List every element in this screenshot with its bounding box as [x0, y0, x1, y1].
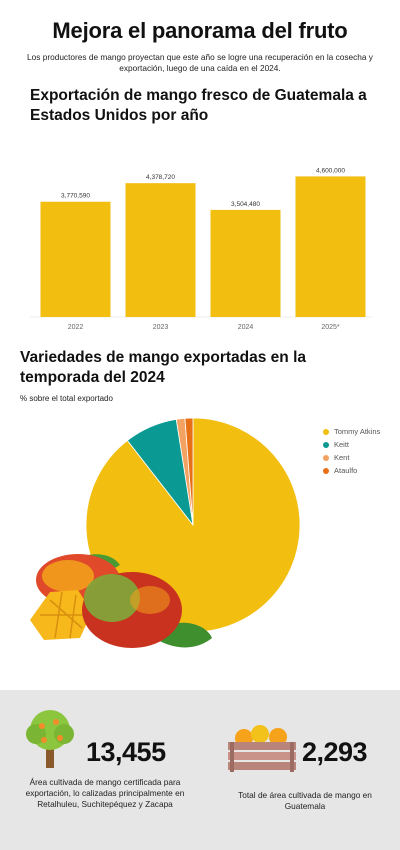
legend-label: Kent	[334, 453, 350, 462]
mango-icon	[42, 560, 94, 592]
legend-item: Kent	[323, 451, 380, 464]
x-tick-label: 2023	[153, 324, 169, 331]
mango-cube-lines	[40, 591, 85, 639]
pie-slice	[184, 417, 194, 526]
stat-number-certified-area: 13,455	[86, 737, 166, 767]
pie-chart	[30, 417, 301, 648]
bar	[210, 209, 281, 317]
x-tick-label: 2025*	[321, 324, 340, 331]
legend-label: Keitt	[334, 440, 350, 449]
legend-swatch	[323, 428, 329, 435]
bar-chart-title: Exportación de mango fresco de Guatemala…	[30, 87, 367, 124]
stat-description-certified-area: Área cultivada de mango certificada para…	[25, 777, 185, 809]
legend-item: Keitt	[323, 438, 380, 451]
legend-label: Ataulfo	[334, 466, 358, 475]
x-tick-label: 2024	[238, 324, 254, 331]
x-tick-label: 2022	[68, 324, 84, 331]
pie-legend: Tommy Atkins Keitt Kent Ataulfo	[323, 425, 380, 477]
bar-chart: 3,770,590 2022 4,378,720 2023 3,504,480 2024 4…	[30, 167, 372, 331]
stat-description-total-area: Total de área cultivada de mango en Guat…	[238, 790, 372, 811]
legend-swatch	[323, 441, 329, 448]
bar-value-label: 4,378,720	[146, 174, 175, 181]
tree-icon	[26, 710, 74, 768]
bar-value-label: 3,504,480	[231, 201, 260, 208]
legend-swatch	[323, 454, 329, 461]
bar-value-label: 3,770,590	[61, 193, 90, 200]
mango-crate-icon	[228, 725, 296, 772]
stat-number-total-area: 2,293	[302, 737, 368, 767]
bar	[40, 201, 111, 317]
pie-chart-title: Variedades de mango exportadas en la tem…	[20, 349, 307, 386]
mango-icon-shine	[130, 586, 170, 614]
legend-label: Tommy Atkins	[334, 427, 381, 436]
page-subtitle: Los productores de mango proyectan que e…	[27, 52, 373, 73]
bar	[295, 176, 366, 317]
bar-value-label: 4,600,000	[316, 167, 345, 174]
mango-illustration	[30, 554, 212, 648]
page-title: Mejora el panorama del fruto	[52, 18, 348, 43]
bar	[125, 183, 196, 317]
footer-stats-panel	[0, 690, 400, 850]
pie-chart-subtitle: % sobre el total exportado	[20, 394, 113, 403]
legend-swatch	[323, 467, 329, 474]
legend-item: Tommy Atkins	[323, 425, 380, 438]
legend-item: Ataulfo	[323, 464, 380, 477]
mango-icon-highlight	[84, 574, 140, 622]
